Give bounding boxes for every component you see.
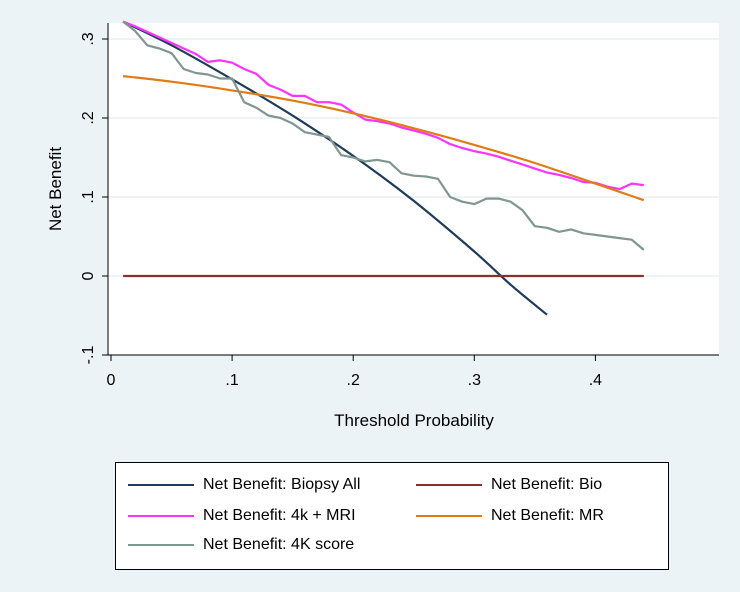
- legend-item-4k-score: Net Benefit: 4K score: [128, 534, 354, 556]
- legend-label-biopsy-all: Net Benefit: Biopsy All: [203, 476, 361, 493]
- legend-swatch-biopsy-all: [128, 484, 194, 486]
- legend-label-mr: Net Benefit: MR: [491, 507, 604, 524]
- series-line-4k-mri: [122, 20, 644, 191]
- y-tick-label: .2: [80, 111, 97, 124]
- legend: Net Benefit: Biopsy All Net Benefit: Bio…: [115, 462, 669, 570]
- legend-swatch-4k-score: [128, 544, 194, 546]
- x-axis-label: Threshold Probability: [334, 411, 494, 430]
- series-line-4k-score: [122, 20, 645, 251]
- x-tick-label: .1: [225, 372, 238, 389]
- series-line-biopsy-all: [122, 20, 548, 316]
- legend-swatch-mr: [416, 515, 482, 517]
- ticks-layer: -.1 0 .1 .2 .3 0 .1 .2 .3 .4: [80, 32, 602, 389]
- legend-item-4k-mri: Net Benefit: 4k + MRI: [128, 505, 356, 527]
- y-tick-label: -.1: [80, 346, 97, 365]
- legend-item-biopsy-all: Net Benefit: Biopsy All: [128, 474, 360, 496]
- legend-swatch-4k-mri: [128, 515, 194, 517]
- y-tick-label: .1: [80, 190, 97, 203]
- series-layer: [122, 20, 645, 316]
- series-line-mr: [122, 75, 645, 202]
- legend-label-bio: Net Benefit: Bio: [491, 476, 603, 493]
- legend-label-4k-mri: Net Benefit: 4k + MRI: [203, 507, 356, 524]
- axes-layer: [107, 23, 719, 356]
- x-tick-label: .4: [589, 372, 602, 389]
- legend-item-bio: Net Benefit: Bio: [416, 474, 602, 496]
- legend-label-4k-score: Net Benefit: 4K score: [203, 536, 355, 553]
- y-tick-label: .3: [80, 32, 97, 45]
- x-tick-label: .3: [468, 372, 481, 389]
- x-tick-label: 0: [107, 372, 116, 389]
- y-axis-label: Net Benefit: [46, 147, 65, 231]
- legend-swatch-bio: [416, 484, 482, 486]
- y-tick-label: 0: [80, 271, 97, 280]
- x-tick-label: .2: [347, 372, 360, 389]
- legend-item-mr: Net Benefit: MR: [416, 505, 604, 527]
